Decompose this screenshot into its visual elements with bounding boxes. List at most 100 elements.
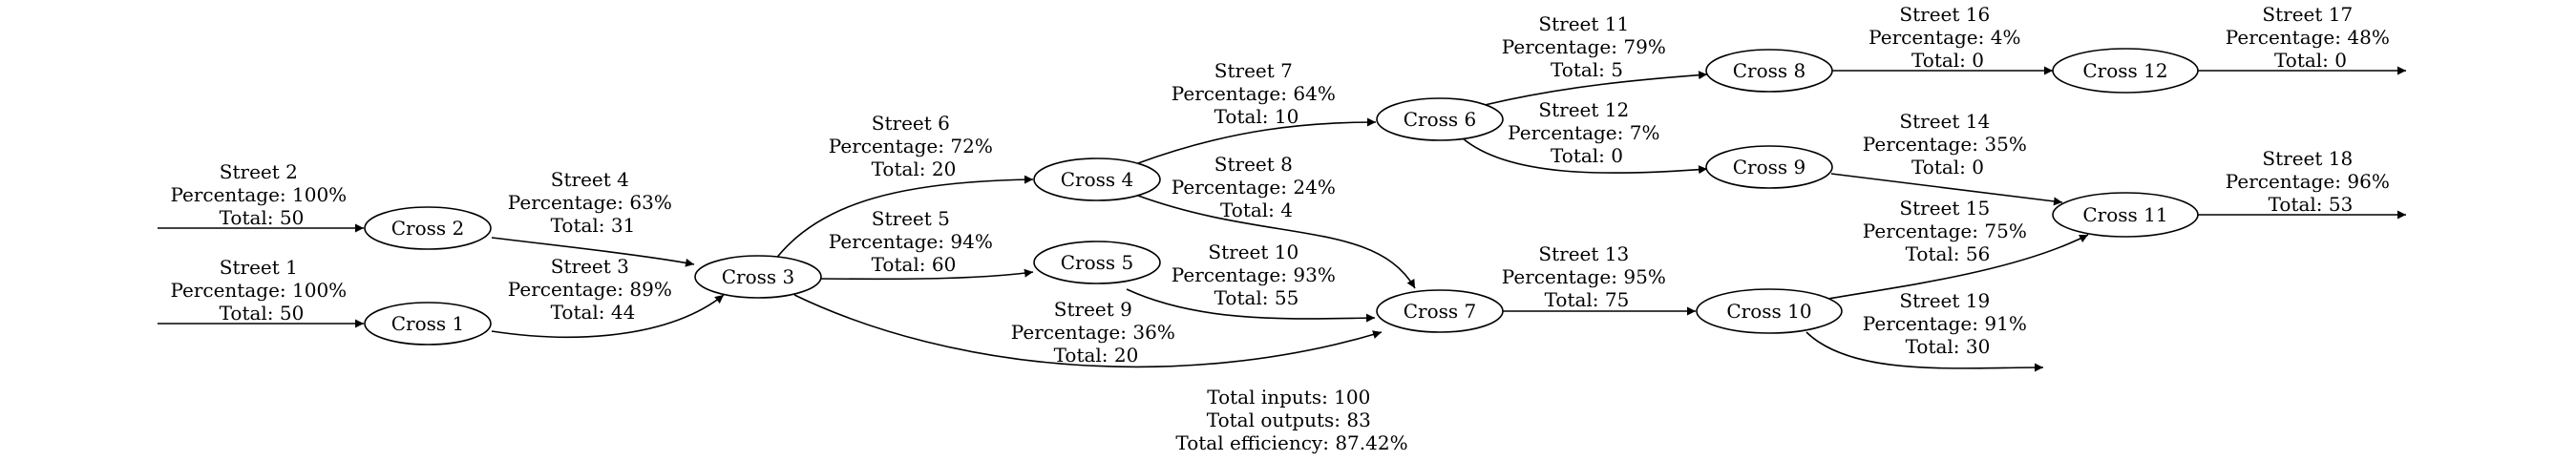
street-percentage: Percentage: 35%: [1863, 133, 2027, 156]
edge-labels: Street 1 Percentage: 100% Total: 50 Stre…: [170, 3, 2396, 367]
street-total: Total: 50: [220, 206, 305, 229]
street-total: Total: 50: [220, 302, 305, 325]
street-percentage: Percentage: 36%: [1011, 321, 1175, 344]
street-percentage: Percentage: 95%: [1502, 265, 1666, 288]
node-cross-4: Cross 4: [1033, 157, 1161, 201]
edge-street-14: [1830, 173, 2063, 206]
street-total: Total: 10: [1214, 105, 1299, 128]
street-name: Street 10: [1208, 241, 1299, 263]
node-label: Cross 6: [1404, 108, 1477, 131]
street-total: Total: 44: [551, 301, 636, 324]
node-label: Cross 10: [1726, 300, 1811, 323]
street-name: Street 4: [551, 168, 629, 191]
street-total: Total: 75: [1545, 288, 1630, 311]
label-street-9: Street 9 Percentage: 36% Total: 20: [1011, 298, 1181, 367]
label-street-15: Street 15 Percentage: 75% Total: 56: [1863, 197, 2033, 265]
edge-street-12: [1462, 137, 1708, 175]
street-total: Total: 31: [551, 214, 636, 237]
edge-street-11: [1484, 71, 1708, 106]
street-name: Street 3: [551, 255, 629, 278]
street-total: Total: 20: [1054, 344, 1139, 367]
street-name: Street 11: [1538, 12, 1629, 35]
street-name: Street 8: [1214, 153, 1293, 176]
edge-street-8: [1137, 195, 1416, 289]
node-cross-2: Cross 2: [364, 206, 492, 250]
label-street-12: Street 12 Percentage: 7% Total: 0: [1508, 98, 1666, 167]
street-name: Street 15: [1899, 197, 1990, 220]
edge-street-3: [491, 294, 725, 339]
node-label: Cross 4: [1061, 168, 1134, 191]
street-total: Total: 4: [1220, 199, 1293, 221]
street-total: Total: 55: [1214, 286, 1299, 309]
node-label: Cross 7: [1404, 300, 1477, 323]
label-street-19: Street 19 Percentage: 91% Total: 30: [1863, 289, 2033, 358]
street-total: Total: 56: [1906, 242, 1991, 265]
street-percentage: Percentage: 48%: [2226, 26, 2390, 49]
street-percentage: Percentage: 93%: [1172, 263, 1336, 286]
edge-street-6: [774, 175, 1034, 261]
node-label: Cross 12: [2082, 59, 2167, 82]
node-cross-8: Cross 8: [1705, 49, 1833, 93]
node-label: Cross 9: [1733, 156, 1806, 178]
street-name: Street 2: [220, 160, 298, 183]
street-total: Total: 0: [1911, 49, 1984, 72]
street-name: Street 7: [1214, 59, 1293, 82]
street-percentage: Percentage: 7%: [1508, 121, 1659, 144]
node-cross-12: Cross 12: [2052, 48, 2199, 94]
label-street-3: Street 3 Percentage: 89% Total: 44: [508, 255, 678, 324]
street-percentage: Percentage: 63%: [508, 191, 672, 214]
total-outputs: Total outputs: 83: [1207, 409, 1371, 431]
street-name: Street 12: [1538, 98, 1629, 121]
street-name: Street 9: [1054, 298, 1132, 321]
street-total: Total: 0: [1551, 144, 1623, 167]
label-street-7: Street 7 Percentage: 64% Total: 10: [1172, 59, 1341, 128]
street-percentage: Percentage: 75%: [1863, 220, 2027, 242]
edge-street-4: [491, 237, 695, 267]
street-name: Street 16: [1899, 3, 1990, 26]
street-name: Street 18: [2262, 147, 2353, 170]
street-name: Street 6: [872, 112, 950, 135]
street-total: Total: 5: [1551, 58, 1623, 81]
street-percentage: Percentage: 89%: [508, 278, 672, 301]
edge-street-10: [1126, 288, 1376, 323]
label-street-10: Street 10 Percentage: 93% Total: 55: [1172, 241, 1341, 309]
street-percentage: Percentage: 72%: [829, 135, 993, 157]
total-inputs: Total inputs: 100: [1207, 386, 1370, 409]
label-street-8: Street 8 Percentage: 24% Total: 4: [1172, 153, 1341, 221]
street-percentage: Percentage: 100%: [170, 279, 347, 302]
street-percentage: Percentage: 4%: [1869, 26, 2020, 49]
label-street-16: Street 16 Percentage: 4% Total: 0: [1869, 3, 2027, 72]
edge-street-5: [818, 268, 1034, 281]
street-name: Street 13: [1538, 242, 1629, 265]
label-street-13: Street 13 Percentage: 95% Total: 75: [1502, 242, 1672, 311]
node-cross-6: Cross 6: [1376, 97, 1504, 141]
node-cross-7: Cross 7: [1376, 289, 1504, 333]
label-street-17: Street 17 Percentage: 48% Total: 0: [2226, 3, 2396, 72]
node-label: Cross 5: [1061, 251, 1134, 274]
node-cross-5: Cross 5: [1033, 241, 1161, 284]
label-street-6: Street 6 Percentage: 72% Total: 20: [829, 112, 999, 180]
edge-street-15: [1827, 234, 2089, 300]
street-percentage: Percentage: 24%: [1172, 176, 1336, 199]
street-name: Street 14: [1899, 110, 1990, 133]
street-total: Total: 20: [872, 157, 957, 180]
label-street-14: Street 14 Percentage: 35% Total: 0: [1863, 110, 2033, 178]
street-percentage: Percentage: 96%: [2226, 170, 2390, 193]
street-total: Total: 60: [872, 253, 957, 276]
node-label: Cross 8: [1733, 59, 1806, 82]
street-percentage: Percentage: 64%: [1172, 82, 1336, 105]
node-cross-10: Cross 10: [1696, 288, 1843, 334]
node-label: Cross 1: [391, 312, 465, 335]
street-total: Total: 0: [1911, 156, 1984, 178]
nodes: Cross 1 Cross 2 Cross 3 Cross 4 Cross 5 …: [364, 48, 2199, 346]
node-cross-9: Cross 9: [1705, 145, 1833, 189]
street-percentage: Percentage: 79%: [1502, 35, 1666, 58]
street-percentage: Percentage: 94%: [829, 230, 993, 253]
label-street-5: Street 5 Percentage: 94% Total: 60: [829, 207, 999, 276]
street-name: Street 17: [2262, 3, 2353, 26]
total-efficiency: Total efficiency: 87.42%: [1175, 431, 1407, 454]
edge-street-19: [1805, 331, 2044, 372]
edge-street-9: [793, 294, 1383, 368]
label-street-18: Street 18 Percentage: 96% Total: 53: [2226, 147, 2396, 216]
